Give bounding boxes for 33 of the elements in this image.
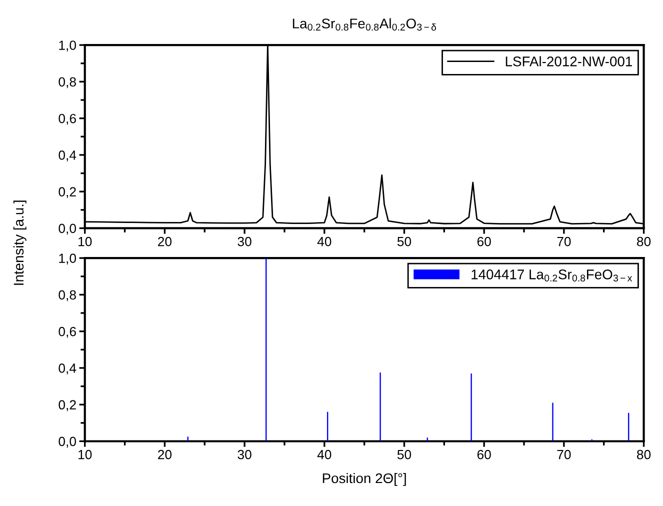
- x-tick-label: 30: [238, 236, 252, 246]
- legend-label: 1404417 La$_{0.2}$Sr$_{0.8}$FeO$_{3−x}$: [472, 270, 632, 282]
- legend-label: LSFAl-2012-NW-001: [506, 56, 632, 66]
- x-tick-label: 20: [158, 236, 172, 246]
- x-tick-label: 50: [397, 450, 412, 460]
- y-tick-label: 0,4: [58, 150, 76, 162]
- x-axis-title: Position 2Θ[°]: [322, 472, 406, 486]
- chart-title: La$_{0.2}$Sr$_{0.8}$Fe$_{0.8}$Al$_{0.2}$O$_{3−δ}$: [292, 18, 436, 31]
- y-tick-label: 0,0: [58, 224, 76, 235]
- y-tick-label: 0,6: [58, 326, 76, 338]
- y-tick-label: 0,4: [58, 364, 76, 374]
- x-tick-label: 70: [557, 236, 571, 246]
- y-tick-label: 0,8: [58, 290, 76, 302]
- x-tick-label: 30: [238, 450, 252, 460]
- y-tick-label: 0,2: [58, 187, 76, 198]
- x-tick-label: 40: [317, 236, 332, 246]
- x-tick-label: 80: [637, 450, 651, 460]
- x-tick-label: 60: [477, 236, 491, 246]
- x-tick-label: 50: [397, 236, 412, 246]
- y-tick-label: 1,0: [59, 254, 76, 265]
- x-tick-label: 10: [78, 236, 92, 246]
- y-tick-label: 1,0: [59, 40, 76, 52]
- x-tick-label: 20: [158, 450, 172, 460]
- y-tick-label: 0,8: [58, 77, 76, 88]
- x-tick-label: 10: [78, 450, 92, 460]
- x-tick-label: 60: [477, 450, 491, 460]
- x-tick-label: 70: [557, 450, 571, 460]
- x-tick-label: 40: [317, 450, 332, 460]
- x-tick-label: 80: [637, 236, 651, 246]
- y-axis-title: Intensity [a.u.]: [13, 200, 26, 285]
- y-tick-label: 0,0: [58, 436, 76, 448]
- y-tick-label: 0,2: [58, 400, 76, 412]
- y-tick-label: 0,6: [58, 114, 76, 125]
